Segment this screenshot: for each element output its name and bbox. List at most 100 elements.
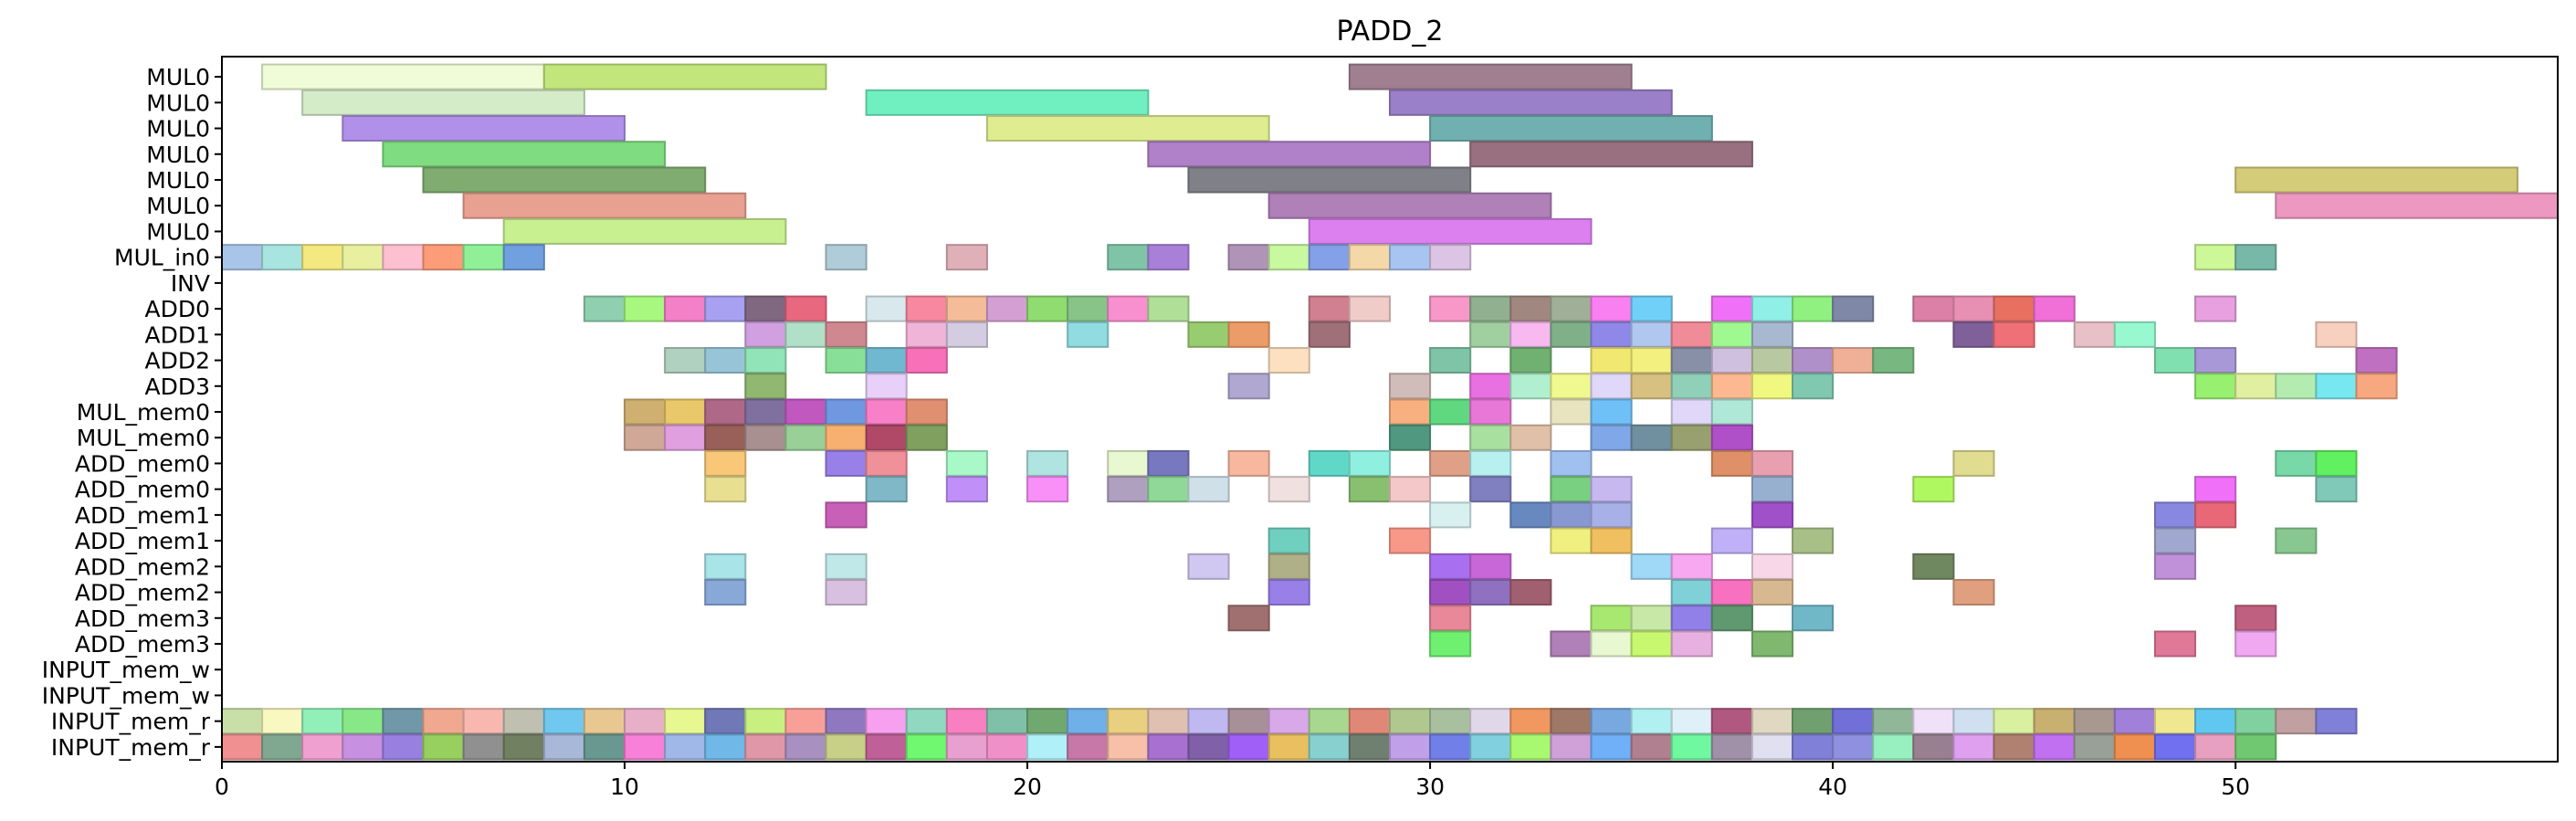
gantt-bar xyxy=(1670,321,1713,348)
gantt-bar xyxy=(1710,733,1753,761)
gantt-bar xyxy=(502,708,545,735)
gantt-bar xyxy=(744,347,787,374)
y-tick-label: ADD_mem0 xyxy=(75,477,210,503)
gantt-bar xyxy=(1992,321,2035,348)
gantt-bar xyxy=(1710,708,1753,735)
gantt-bar xyxy=(1912,476,1955,503)
gantt-bar xyxy=(1147,733,1190,761)
gantt-bar xyxy=(1348,244,1392,271)
gantt-bar xyxy=(1429,553,1472,580)
gantt-bar xyxy=(905,424,948,451)
gantt-bar xyxy=(2275,527,2318,554)
gantt-bar xyxy=(1067,708,1109,735)
gantt-bar xyxy=(1227,708,1270,735)
gantt-bar xyxy=(2113,321,2156,348)
gantt-bar xyxy=(1710,321,1753,348)
gantt-bar xyxy=(342,115,626,142)
gantt-bar xyxy=(664,733,707,761)
gantt-bar xyxy=(1107,708,1150,735)
gantt-bar xyxy=(1550,527,1593,554)
gantt-bar xyxy=(865,295,908,322)
gantt-bar xyxy=(342,708,384,735)
gantt-bar xyxy=(1267,733,1310,761)
gantt-bar xyxy=(664,295,707,322)
gantt-bar xyxy=(1429,347,1472,374)
gantt-bar xyxy=(1469,708,1512,735)
gantt-bar xyxy=(2153,347,2197,374)
gantt-bar xyxy=(2073,708,2116,735)
gantt-bar xyxy=(1509,295,1552,322)
gantt-bar xyxy=(825,347,867,374)
gantt-bar xyxy=(261,63,545,90)
gantt-bar xyxy=(1267,244,1310,271)
gantt-bar xyxy=(1590,527,1633,554)
gantt-bar xyxy=(1067,295,1109,322)
gantt-bar xyxy=(624,424,667,451)
gantt-bar xyxy=(261,708,304,735)
gantt-bar xyxy=(1912,553,1955,580)
y-tick-label: MUL0 xyxy=(146,89,210,116)
gantt-bar xyxy=(1630,733,1673,761)
gantt-bar xyxy=(1308,217,1593,245)
gantt-bar xyxy=(1348,733,1392,761)
gantt-bar xyxy=(2073,321,2116,348)
gantt-bar xyxy=(2315,476,2358,503)
gantt-bar xyxy=(342,733,384,761)
gantt-bar xyxy=(2153,733,2197,761)
gantt-bar xyxy=(502,217,787,245)
gantt-bar xyxy=(865,424,908,451)
gantt-bar xyxy=(2153,630,2197,658)
gantt-bar xyxy=(1670,398,1713,426)
gantt-bar xyxy=(1590,605,1633,632)
gantt-bar xyxy=(2153,501,2197,529)
gantt-bar xyxy=(905,733,948,761)
gantt-bar xyxy=(2194,501,2237,529)
gantt-bar xyxy=(1630,295,1673,322)
gantt-bar xyxy=(1590,501,1633,529)
gantt-bar xyxy=(1389,373,1432,400)
gantt-bar xyxy=(542,708,585,735)
gantt-bar xyxy=(1227,449,1270,477)
gantt-bar xyxy=(1670,579,1713,606)
gantt-bar xyxy=(1147,141,1432,168)
gantt-bar xyxy=(1550,476,1593,503)
gantt-bar xyxy=(382,708,425,735)
y-tick-label: INPUT_mem_r xyxy=(51,734,211,761)
gantt-bar xyxy=(1710,373,1753,400)
gantt-bar xyxy=(2275,192,2560,219)
gantt-bar xyxy=(1550,321,1593,348)
gantt-bar xyxy=(2234,733,2277,761)
gantt-bar xyxy=(1429,605,1472,632)
y-tick-label: INPUT_mem_w xyxy=(42,657,210,683)
gantt-bar xyxy=(744,733,787,761)
gantt-bar xyxy=(1348,63,1633,90)
gantt-bar xyxy=(1067,321,1109,348)
gantt-bar xyxy=(1792,733,1835,761)
gantt-bar xyxy=(2355,347,2398,374)
gantt-bar xyxy=(784,708,827,735)
gantt-bar xyxy=(1227,321,1270,348)
bar-layer xyxy=(221,63,2560,761)
gantt-bar xyxy=(744,295,787,322)
y-tick-label: INPUT_mem_w xyxy=(42,682,210,709)
gantt-bar xyxy=(1267,347,1310,374)
gantt-bar xyxy=(704,579,747,606)
gantt-bar xyxy=(1267,476,1310,503)
gantt-bar xyxy=(945,295,988,322)
gantt-bar xyxy=(865,347,908,374)
gantt-bar xyxy=(2033,295,2076,322)
gantt-bar xyxy=(1348,708,1392,735)
gantt-bar xyxy=(1147,476,1190,503)
gantt-bar xyxy=(945,321,988,348)
gantt-bar xyxy=(704,398,747,426)
gantt-bar xyxy=(1147,244,1190,271)
gantt-bar xyxy=(1227,605,1270,632)
gantt-bar xyxy=(1590,398,1633,426)
gantt-bar xyxy=(1429,501,1472,529)
y-tick-label: ADD_mem3 xyxy=(75,631,210,658)
y-tick-label: ADD_mem3 xyxy=(75,605,210,632)
gantt-bar xyxy=(502,733,545,761)
y-tick-label: MUL0 xyxy=(146,116,210,142)
gantt-bar xyxy=(1630,347,1673,374)
